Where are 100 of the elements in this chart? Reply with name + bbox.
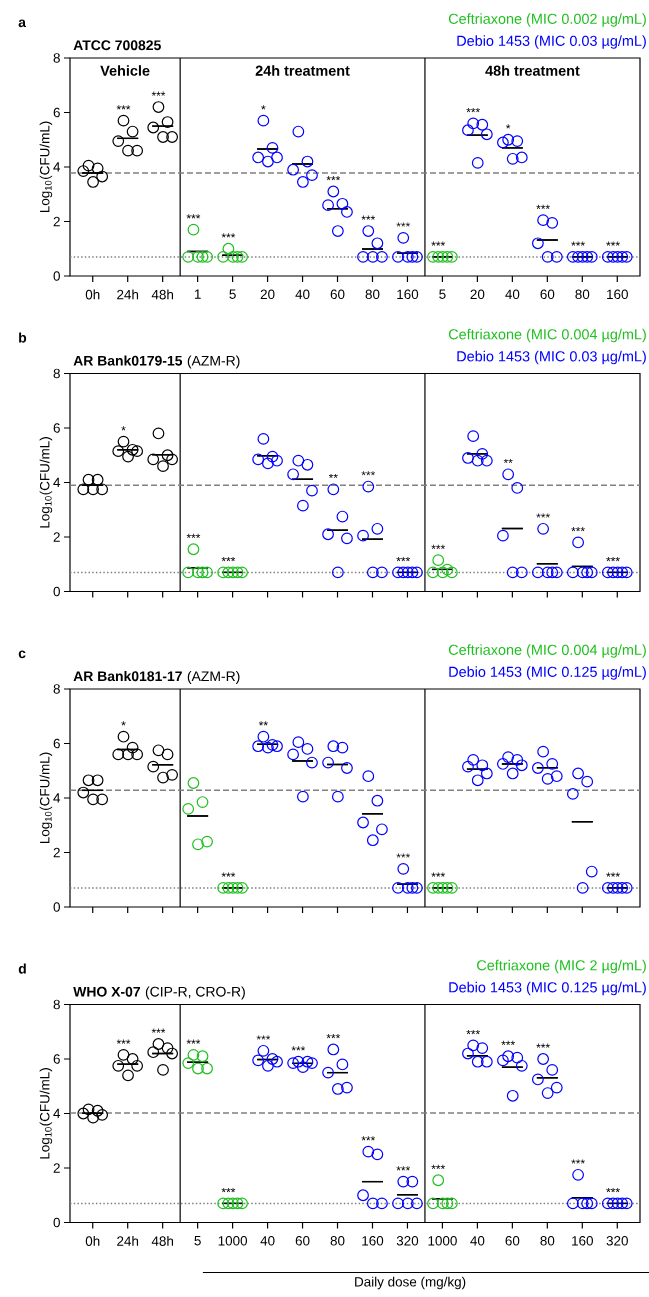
data-label: ** [328, 473, 338, 479]
y-axis-title: Log$_{10}$(CFU/mL) [39, 1068, 53, 1159]
data-label: *** [431, 241, 446, 246]
data-label: *** [571, 1159, 585, 1164]
data-label: *** [116, 1039, 131, 1044]
text: Debio 1453 (MIC 0.125 µg/mL) [449, 981, 646, 996]
text: Ceftriaxone (MIC 0.004 µg/mL) [448, 644, 646, 658]
data-label: *** [326, 176, 341, 181]
data-label: *** [571, 527, 585, 532]
y-tick-label: 6 [53, 738, 60, 749]
data-label: *** [151, 1028, 166, 1033]
annotation: Vehicle [100, 65, 150, 76]
y-tick-label: 8 [53, 53, 60, 63]
chart-subtitle: (AZM-R) [187, 670, 240, 684]
data-label: * [261, 105, 266, 110]
y-tick-label: 8 [53, 684, 60, 694]
x-tick-label: 40 [295, 289, 310, 300]
text: b [19, 332, 27, 343]
data-label: *** [256, 1035, 271, 1040]
y-tick-label: 0 [53, 902, 60, 912]
annotation: 48h treatment [485, 65, 580, 76]
data-label: *** [361, 471, 376, 476]
x-tick-label: 40 [505, 289, 520, 300]
data-label: *** [466, 107, 480, 113]
data-label: *** [361, 215, 376, 220]
x-tick-label: 160 [607, 289, 628, 300]
data-label: *** [361, 1136, 376, 1141]
data-label: * [121, 721, 126, 726]
x-tick-label: 40 [470, 1236, 485, 1246]
x-tick-label: 80 [575, 289, 590, 300]
data-label: *** [186, 214, 201, 219]
x-tick-label: 1000 [428, 1236, 457, 1246]
data-label: *** [536, 204, 550, 209]
chart-title: ATCC 700825 [73, 40, 161, 51]
x-tick-label: 320 [396, 1236, 419, 1246]
chart-subtitle: (CIP-R, CRO-R) [145, 986, 245, 1000]
y-axis-title: Log$_{10}$(CFU/mL) [39, 437, 53, 528]
x-tick-label: 80 [365, 289, 380, 300]
text: Ceftriaxone (MIC 2 µg/mL) [477, 959, 646, 974]
x-axis-title: Daily dose (mg/kg) [355, 1276, 466, 1290]
data-label: ** [503, 458, 513, 464]
data-label: *** [606, 872, 620, 877]
y-tick-label: 2 [53, 847, 60, 858]
text: Debio 1453 (MIC 0.125 µg/mL) [449, 666, 646, 680]
chart-title: WHO X-07 [73, 986, 140, 997]
data-label: *** [606, 557, 620, 562]
x-tick-label: 5 [194, 1236, 201, 1246]
data-label: *** [396, 557, 411, 562]
y-tick-label: 0 [53, 271, 60, 281]
y-tick-label: 0 [53, 1217, 60, 1228]
y-tick-label: 0 [53, 586, 60, 597]
x-tick-label: 60 [295, 1236, 310, 1246]
data-label: *** [466, 1029, 480, 1035]
x-tick-label: 24h [117, 289, 139, 300]
x-tick-label: 1 [194, 289, 201, 299]
data-label: *** [186, 1039, 201, 1044]
data-label: *** [186, 533, 201, 539]
data-label: *** [396, 1166, 411, 1171]
data-label: *** [221, 557, 236, 562]
data-label: *** [291, 1046, 306, 1051]
text: Debio 1453 (MIC 0.03 µg/mL) [457, 35, 646, 49]
y-tick-label: 6 [53, 1054, 60, 1064]
data-label: *** [431, 544, 446, 549]
x-tick-label: 80 [330, 1236, 345, 1246]
chart-title: AR Bank0179-15 [73, 355, 183, 366]
text: Ceftriaxone (MIC 0.004 µg/mL) [448, 328, 646, 343]
x-tick-label: 5 [439, 289, 446, 299]
text: a [18, 19, 27, 28]
y-tick-label: 6 [53, 423, 60, 433]
x-tick-label: 48h [151, 289, 174, 300]
data-label: *** [431, 1164, 446, 1170]
data-label: *** [606, 241, 620, 246]
x-tick-label: 1000 [218, 1236, 248, 1246]
data-label: *** [431, 872, 446, 877]
x-tick-label: 60 [505, 1236, 520, 1246]
x-tick-label: 80 [540, 1236, 555, 1246]
x-tick-label: 5 [229, 289, 236, 299]
y-tick-label: 4 [53, 793, 61, 803]
y-tick-label: 8 [53, 999, 60, 1010]
data-label: *** [116, 105, 131, 110]
text: c [18, 650, 26, 659]
x-tick-label: 24h [117, 1236, 139, 1246]
y-tick-label: 2 [53, 1163, 60, 1173]
y-tick-label: 8 [53, 368, 60, 379]
data-label: * [121, 426, 126, 431]
data-label: *** [606, 1188, 620, 1193]
x-tick-label: 160 [362, 1236, 384, 1246]
y-axis-title: Log$_{10}$(CFU/mL) [39, 121, 53, 213]
text: Debio 1453 (MIC 0.03 µg/mL) [457, 350, 646, 365]
annotation: 24h treatment [255, 65, 350, 76]
data-label: *** [536, 513, 550, 518]
chart-subtitle: (AZM-R) [187, 355, 240, 369]
x-tick-label: 0h [85, 289, 100, 300]
data-label: *** [396, 853, 411, 858]
x-tick-label: 60 [540, 289, 555, 300]
y-tick-label: 4 [53, 477, 61, 488]
y-tick-label: 4 [53, 1108, 61, 1119]
x-tick-label: 40 [260, 1236, 275, 1246]
y-tick-label: 6 [53, 107, 60, 118]
text: Ceftriaxone (MIC 0.002 µg/mL) [448, 13, 646, 27]
